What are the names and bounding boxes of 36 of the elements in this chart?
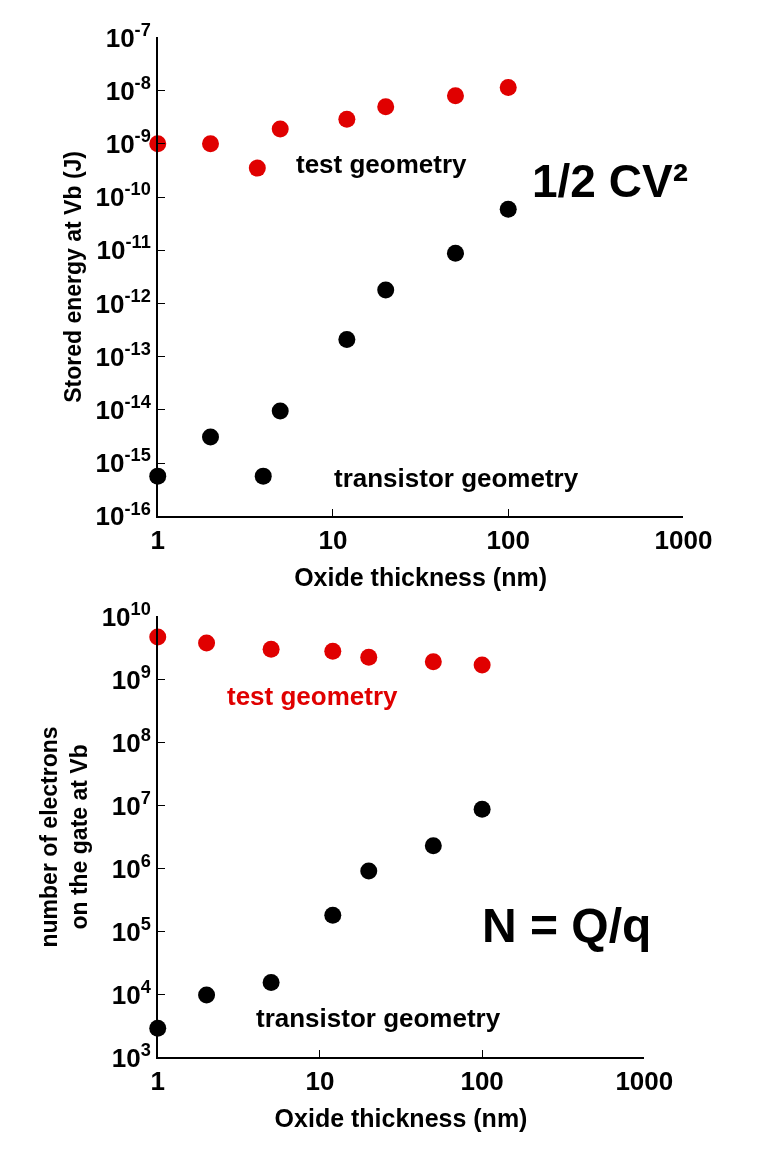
x-tick-label: 100 xyxy=(460,1066,504,1097)
x-axis-title: Oxide thickness (nm) xyxy=(294,562,548,591)
y-axis-title: number of electrons on the gate at Vb xyxy=(35,726,92,948)
y-tick-label: 10$^{-11}$ xyxy=(96,232,151,266)
y-tick-label: 10$^{5}$ xyxy=(111,913,151,947)
y-tick-label: 10$^{-8}$ xyxy=(105,72,151,106)
y-tick-label: 10$^{-15}$ xyxy=(95,445,151,479)
x-tick-label: 10 xyxy=(318,525,348,556)
x-tick-label: 1 xyxy=(150,525,165,556)
y-axis-title: Stored energy at Vb (J) xyxy=(59,151,86,403)
y-tick-label: 10$^{-14}$ xyxy=(95,392,152,426)
x-tick-label: 100 xyxy=(486,525,530,556)
annotation: N = Q/q xyxy=(482,899,652,952)
x-tick-label: 1 xyxy=(150,1066,165,1097)
y-tick-label: 10$^{-12}$ xyxy=(95,285,151,319)
y-tick-label: 10$^{4}$ xyxy=(111,976,152,1010)
y-tick-label: 10$^{10}$ xyxy=(101,598,151,632)
y-tick-label: 10$^{-9}$ xyxy=(105,126,151,159)
x-axis-title: Oxide thickness (nm) xyxy=(274,1103,528,1132)
y-tick-label: 10$^{-16}$ xyxy=(95,498,151,532)
y-tick-label: 10$^{-13}$ xyxy=(95,338,151,372)
y-tick-label: 10$^{8}$ xyxy=(111,724,151,758)
x-tick-label: 10 xyxy=(305,1066,335,1097)
y-tick-label: 10$^{7}$ xyxy=(111,787,151,821)
text: transistor geometry xyxy=(334,463,579,493)
y-tick-label: 10$^{3}$ xyxy=(111,1039,151,1073)
series-label: transistor geometry xyxy=(256,1003,501,1033)
y-tick-label: 10$^{6}$ xyxy=(111,850,151,884)
y-tick-label: 10$^{9}$ xyxy=(111,661,151,695)
series-label: test geometry xyxy=(296,149,468,179)
series-label: test geometry xyxy=(227,681,399,711)
annotation: 1/2 CV² xyxy=(532,155,688,207)
y-tick-label: 10$^{-7}$ xyxy=(105,19,151,53)
y-tick-label: 10$^{-10}$ xyxy=(95,179,151,213)
x-tick-label: 1000 xyxy=(615,1066,674,1097)
x-tick-label: 1000 xyxy=(654,525,713,556)
